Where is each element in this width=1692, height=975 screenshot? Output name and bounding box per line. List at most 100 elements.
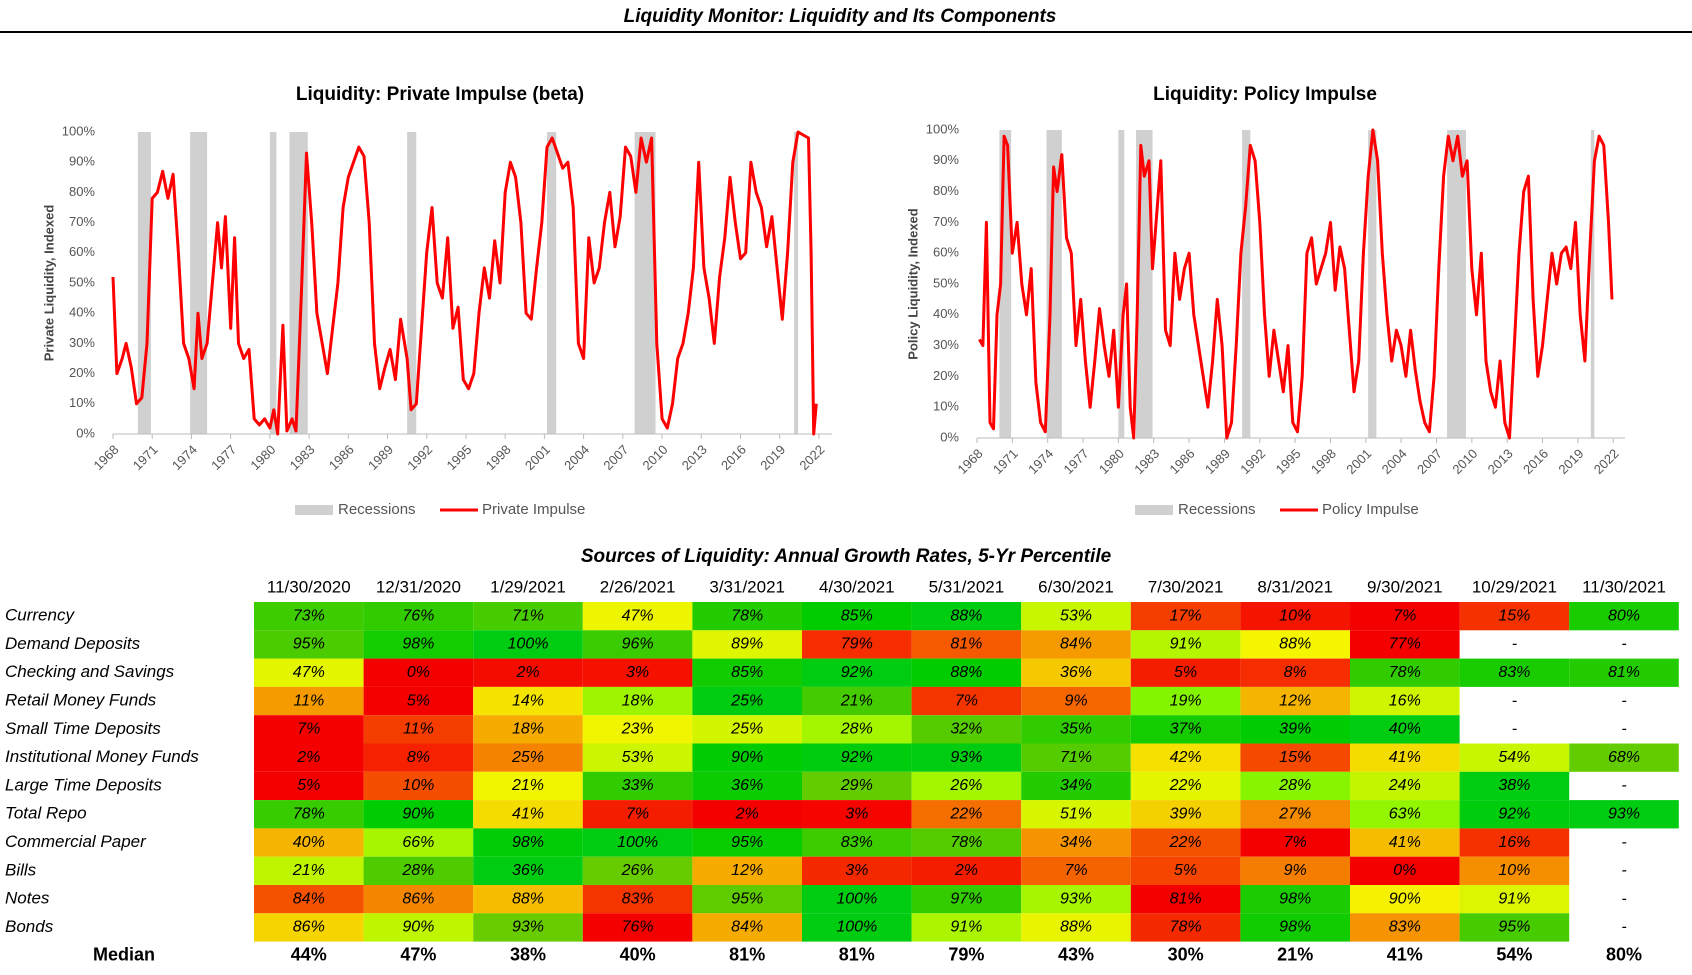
cell-value: 81% — [1608, 664, 1640, 681]
heat-cell — [473, 828, 583, 857]
y-tick-label: 90% — [933, 152, 959, 167]
y-tick-label: 20% — [933, 368, 959, 383]
heat-cell — [1240, 913, 1350, 942]
cell-value: 51% — [1060, 805, 1092, 822]
heat-cell — [363, 771, 474, 801]
heat-cell — [473, 630, 583, 659]
heat-cell — [1459, 771, 1570, 801]
row-label: Institutional Money Funds — [5, 747, 199, 766]
x-tick-label: 1992 — [404, 442, 435, 473]
heat-cell — [363, 743, 474, 772]
column-header: 12/31/2020 — [376, 577, 461, 596]
median-value: 81% — [839, 945, 875, 965]
cell-value: 25% — [730, 692, 763, 709]
heat-cell — [911, 743, 1022, 772]
heat-cell — [1240, 828, 1350, 857]
heat-cell — [1130, 715, 1241, 744]
heat-cell — [254, 856, 364, 885]
cell-value: 26% — [949, 777, 982, 794]
heat-cell — [1021, 885, 1131, 914]
heat-cell — [1350, 715, 1460, 744]
cell-value: 78% — [293, 805, 325, 822]
median-value: 81% — [729, 945, 765, 965]
heat-cell — [254, 885, 364, 914]
heat-cell — [582, 885, 693, 914]
heat-cell — [1459, 658, 1570, 687]
chart-title: Liquidity: Private Impulse (beta) — [296, 84, 584, 105]
recession-band — [1590, 130, 1595, 438]
heat-cell — [363, 686, 474, 716]
cell-value: 95% — [1498, 919, 1530, 936]
heat-cell — [1569, 743, 1679, 772]
cell-value: 90% — [402, 805, 434, 822]
median-value: 79% — [948, 945, 984, 965]
cell-value: 78% — [1389, 664, 1421, 681]
cell-value: 9% — [1284, 862, 1307, 879]
cell-value: 10% — [402, 777, 434, 794]
heat-cell — [1240, 856, 1350, 885]
cell-value: 36% — [1060, 664, 1092, 681]
cell-value: 5% — [297, 777, 320, 794]
cell-value: - — [1512, 636, 1517, 653]
y-tick-label: 100% — [62, 123, 96, 138]
x-tick-label: 2013 — [1485, 446, 1516, 477]
recession-band — [547, 132, 557, 434]
median-value: 21% — [1277, 945, 1313, 965]
cell-value: 98% — [1279, 890, 1311, 907]
heat-cell — [254, 828, 364, 857]
cell-value: 90% — [731, 749, 763, 766]
cell-value: 92% — [1498, 805, 1530, 822]
column-header: 8/31/2021 — [1257, 577, 1333, 596]
cell-value: 81% — [1170, 890, 1202, 907]
cell-value: 81% — [950, 636, 982, 653]
cell-value: 88% — [1279, 636, 1311, 653]
heat-cell — [1021, 658, 1131, 687]
heat-cell — [254, 771, 364, 801]
heat-cell — [1569, 800, 1679, 829]
cell-value: 10% — [1279, 607, 1311, 624]
cell-value: 76% — [622, 919, 654, 936]
row-label: Demand Deposits — [5, 634, 141, 653]
cell-value: 95% — [731, 890, 763, 907]
heat-cell — [692, 828, 802, 857]
cell-value: 71% — [1060, 749, 1092, 766]
x-tick-label: 1974 — [1025, 446, 1056, 477]
heat-cell — [911, 800, 1022, 829]
y-tick-label: 40% — [933, 306, 959, 321]
x-tick-label: 1986 — [1167, 446, 1198, 477]
x-tick-label: 1992 — [1237, 446, 1268, 477]
cell-value: 37% — [1170, 721, 1202, 738]
cell-value: 24% — [1388, 777, 1421, 794]
heat-cell — [363, 856, 474, 885]
cell-value: - — [1621, 890, 1626, 907]
heat-cell — [911, 658, 1022, 687]
heat-cell — [254, 715, 364, 744]
heat-cell — [802, 913, 912, 942]
cell-value: 90% — [1389, 890, 1421, 907]
cell-value: 21% — [292, 862, 325, 879]
cell-value: 40% — [1389, 721, 1421, 738]
heat-cell — [692, 913, 802, 942]
heat-cell — [473, 800, 583, 829]
column-header: 2/26/2021 — [600, 577, 676, 596]
heat-cell — [1459, 800, 1570, 829]
heat-cell — [473, 856, 583, 885]
x-tick-label: 2004 — [1379, 446, 1410, 477]
heat-cell — [254, 743, 364, 772]
heat-cell — [1130, 743, 1241, 772]
cell-value: 88% — [950, 664, 982, 681]
y-tick-label: 0% — [76, 425, 95, 440]
cell-value: 3% — [845, 805, 868, 822]
recession-band — [1368, 130, 1377, 438]
cell-value: 90% — [402, 919, 434, 936]
heat-cell — [1240, 800, 1350, 829]
cell-value: 98% — [1279, 919, 1311, 936]
cell-value: 76% — [402, 607, 434, 624]
cell-value: 7% — [626, 805, 649, 822]
heat-cell — [692, 686, 802, 716]
cell-value: 2% — [954, 862, 978, 879]
cell-value: 22% — [949, 805, 982, 822]
cell-value: 97% — [950, 890, 982, 907]
cell-value: 14% — [512, 692, 544, 709]
